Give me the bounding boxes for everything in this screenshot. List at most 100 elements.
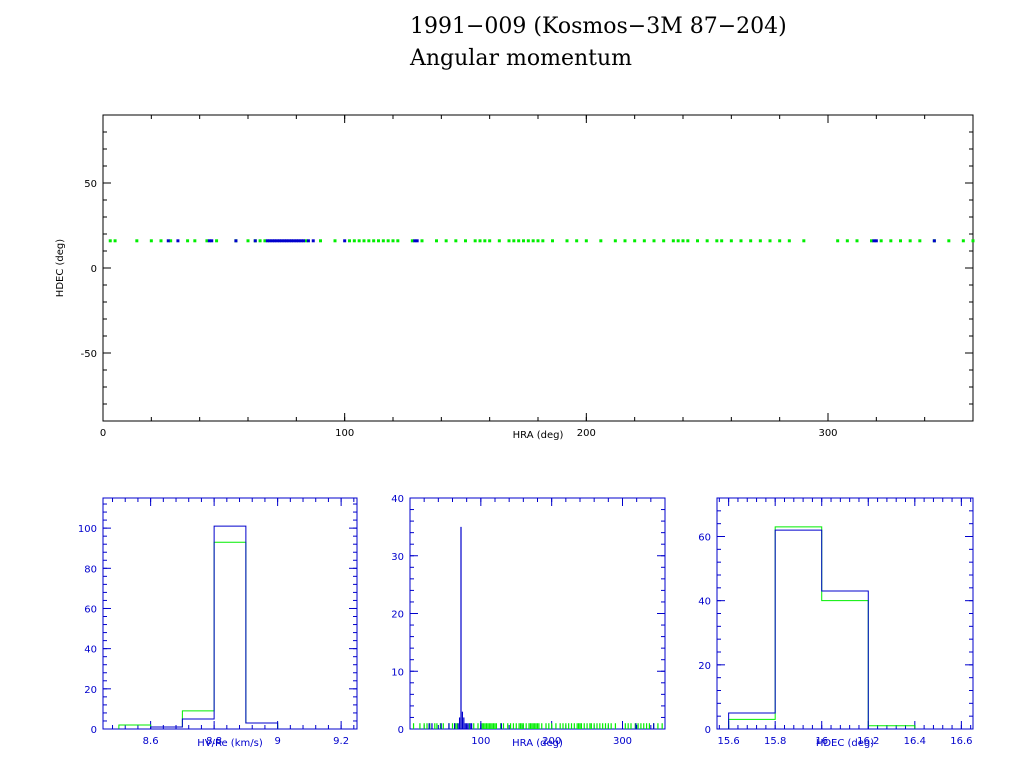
x-tick-label-3: 16.6 xyxy=(950,736,972,747)
scatter-point-green xyxy=(802,239,806,243)
y-tick-label-2: 20 xyxy=(391,610,404,621)
scatter-point-green xyxy=(526,239,530,243)
scatter-point-green xyxy=(410,239,414,243)
scatter-point-green xyxy=(652,239,656,243)
plot-frame-2 xyxy=(409,497,666,730)
scatter-point-green xyxy=(836,239,840,243)
y-tick-label-2: 40 xyxy=(391,494,404,505)
histogram-step-blue xyxy=(118,525,279,730)
scatter-point-blue xyxy=(311,239,315,243)
y-tick-label-3: 0 xyxy=(705,725,711,736)
scatter-point-green xyxy=(444,239,448,243)
scatter-point-green xyxy=(889,239,893,243)
x-tick-label-3: 16 xyxy=(815,736,828,747)
scatter-point-green xyxy=(396,239,400,243)
y-tick-label-2: 0 xyxy=(398,725,404,736)
chart-title: 1991−009 (Kosmos−3M 87−204) xyxy=(410,14,787,39)
plot-frame-0 xyxy=(102,114,974,422)
scatter-point-green xyxy=(372,239,376,243)
scatter-point-blue xyxy=(287,239,291,243)
scatter-point-blue xyxy=(872,239,876,243)
scatter-point-green xyxy=(420,239,424,243)
scatter-point-green xyxy=(186,239,190,243)
scatter-point-blue xyxy=(302,239,306,243)
chart-subtitle: Angular momentum xyxy=(410,46,632,71)
scatter-point-green xyxy=(391,239,395,243)
scatter-point-blue xyxy=(166,239,170,243)
scatter-point-green xyxy=(551,239,554,243)
scatter-point-green xyxy=(362,239,366,243)
scatter-point-green xyxy=(215,239,219,243)
x-tick-label-1: 9.2 xyxy=(333,736,349,747)
scatter-point-green xyxy=(845,239,849,243)
x-tick-label-0: 200 xyxy=(577,428,596,439)
scatter-point-blue xyxy=(932,239,936,243)
scatter-point-green xyxy=(787,239,791,243)
y-tick-label-0: 0 xyxy=(91,264,97,275)
scatter-point-blue xyxy=(290,239,293,243)
scatter-point-green xyxy=(507,239,511,243)
scatter-point-green xyxy=(169,239,173,243)
scatter-point-green xyxy=(613,239,617,243)
scatter-point-green xyxy=(263,239,267,243)
scatter-point-green xyxy=(435,239,438,243)
x-tick-label-3: 16.2 xyxy=(857,736,879,747)
scatter-point-green xyxy=(758,239,762,243)
scatter-point-green xyxy=(352,239,356,243)
scatter-point-green xyxy=(918,239,922,243)
scatter-point-blue xyxy=(273,239,277,243)
scatter-point-green xyxy=(113,239,117,243)
scatter-point-green xyxy=(729,239,733,243)
scatter-point-blue xyxy=(176,239,180,243)
scatter-point-green xyxy=(381,239,385,243)
scatter-point-green xyxy=(642,239,646,243)
scatter-point-green xyxy=(377,239,380,243)
scatter-point-green xyxy=(348,239,351,243)
scatter-point-green xyxy=(749,239,753,243)
y-tick-label-3: 60 xyxy=(698,533,711,544)
y-tick-label-1: 40 xyxy=(84,645,97,656)
scatter-point-green xyxy=(599,239,603,243)
scatter-point-blue xyxy=(306,239,310,243)
scatter-point-green xyxy=(720,239,724,243)
scatter-point-green xyxy=(193,239,197,243)
scatter-point-blue xyxy=(285,239,289,243)
x-tick-label-3: 16.4 xyxy=(904,736,926,747)
y-tick-label-1: 60 xyxy=(84,604,97,615)
scatter-point-blue xyxy=(343,239,347,243)
scatter-point-green xyxy=(899,239,902,243)
scatter-point-blue xyxy=(413,239,417,243)
scatter-point-green xyxy=(676,239,680,243)
x-axis-label-1: HV/Re (km/s) xyxy=(197,738,263,749)
scatter-point-blue xyxy=(297,239,301,243)
scatter-point-blue xyxy=(253,239,257,243)
y-tick-label-2: 10 xyxy=(391,667,404,678)
scatter-point-green xyxy=(541,239,545,243)
scatter-point-green xyxy=(304,239,308,243)
scatter-point-green xyxy=(870,239,873,243)
x-tick-label-1: 9 xyxy=(274,736,280,747)
scatter-point-green xyxy=(778,239,782,243)
scatter-point-green xyxy=(367,239,371,243)
scatter-point-green xyxy=(357,239,361,243)
scatter-point-green xyxy=(623,239,627,243)
scatter-point-green xyxy=(246,239,250,243)
scatter-point-green xyxy=(135,239,139,243)
y-tick-label-2: 30 xyxy=(391,552,404,563)
scatter-point-green xyxy=(488,239,492,243)
scatter-point-green xyxy=(947,239,951,243)
scatter-point-green xyxy=(662,239,666,243)
scatter-point-blue xyxy=(270,239,274,243)
scatter-point-green xyxy=(584,239,588,243)
scatter-point-green xyxy=(565,239,569,243)
scatter-point-green xyxy=(971,239,975,243)
scatter-point-green xyxy=(686,239,690,243)
x-tick-label-0: 100 xyxy=(335,428,354,439)
x-tick-label-1: 8.8 xyxy=(206,736,222,747)
scatter-point-green xyxy=(319,239,322,243)
y-tick-label-3: 20 xyxy=(698,661,711,672)
x-axis-label-2: HRA (deg) xyxy=(512,738,563,749)
scatter-point-blue xyxy=(299,239,303,243)
scatter-point-green xyxy=(149,239,153,243)
scatter-point-green xyxy=(696,239,699,243)
